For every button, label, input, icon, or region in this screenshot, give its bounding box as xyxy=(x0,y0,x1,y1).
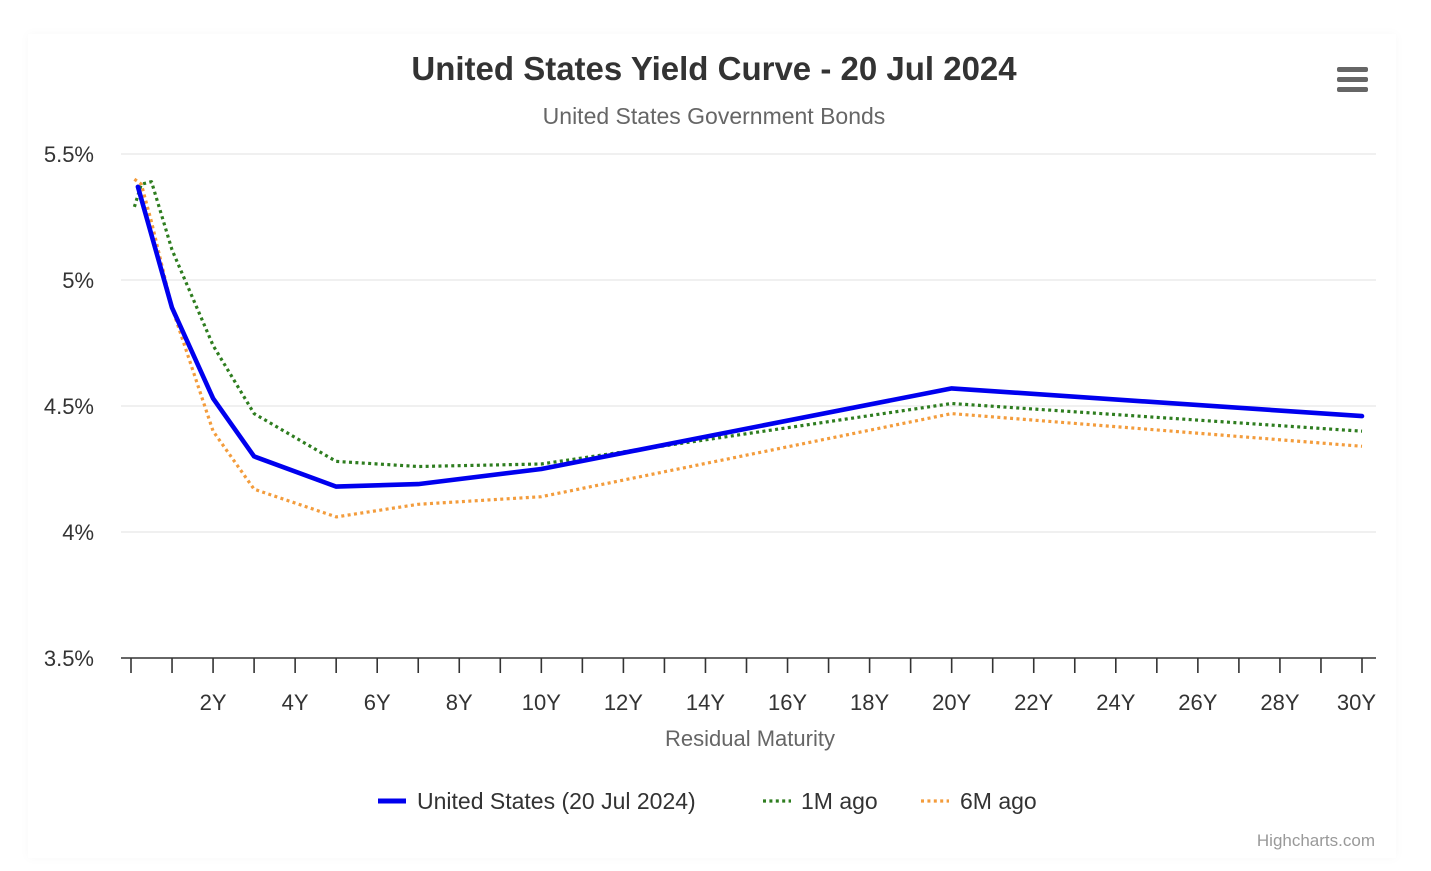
x-tick-label: 28Y xyxy=(1260,690,1299,715)
x-tick-label: 4Y xyxy=(282,690,309,715)
legend-item-1[interactable]: 1M ago xyxy=(763,788,878,814)
x-tick-label: 2Y xyxy=(200,690,227,715)
y-tick-label: 3.5% xyxy=(44,646,94,671)
x-tick-label: 18Y xyxy=(850,690,889,715)
credits-link[interactable]: Highcharts.com xyxy=(1257,831,1375,850)
chart-subtitle: United States Government Bonds xyxy=(543,103,886,129)
x-tick-label: 8Y xyxy=(446,690,473,715)
grid-lines xyxy=(121,153,1376,533)
series-line-2[interactable] xyxy=(133,177,1363,519)
x-tick-label: 26Y xyxy=(1178,690,1217,715)
y-axis-labels: 3.5% 4% 4.5% 5% 5.5% xyxy=(44,142,94,671)
legend-label: 1M ago xyxy=(801,788,878,814)
legend-item-2[interactable]: 6M ago xyxy=(921,788,1037,814)
x-tick-label: 12Y xyxy=(604,690,643,715)
x-tick-label: 30Y xyxy=(1337,690,1376,715)
x-tick-label: 10Y xyxy=(522,690,561,715)
legend-label: 6M ago xyxy=(960,788,1037,814)
y-tick-label: 4% xyxy=(62,520,94,545)
y-tick-label: 4.5% xyxy=(44,394,94,419)
x-axis-title: Residual Maturity xyxy=(665,726,835,751)
chart-svg: United States Yield Curve - 20 Jul 2024 … xyxy=(44,50,1376,850)
x-tick-label: 22Y xyxy=(1014,690,1053,715)
chart-container: United States Yield Curve - 20 Jul 2024 … xyxy=(28,34,1396,858)
x-tick-label: 14Y xyxy=(686,690,725,715)
legend-item-0[interactable]: United States (20 Jul 2024) xyxy=(378,788,696,814)
x-tick-label: 24Y xyxy=(1096,690,1135,715)
chart-title: United States Yield Curve - 20 Jul 2024 xyxy=(411,50,1017,87)
series-line-0[interactable] xyxy=(135,184,1365,489)
legend: United States (20 Jul 2024) 1M ago 6M ago xyxy=(378,788,1037,814)
x-tick-label: 6Y xyxy=(364,690,391,715)
hamburger-menu-icon[interactable] xyxy=(1334,64,1370,96)
y-tick-label: 5.5% xyxy=(44,142,94,167)
x-axis: 2Y 4Y 6Y 8Y 10Y 12Y 14Y 16Y 18Y 20Y 22Y 24Y 26Y 28Y 30… xyxy=(121,657,1376,715)
legend-label: United States (20 Jul 2024) xyxy=(417,788,696,814)
y-tick-label: 5% xyxy=(62,268,94,293)
x-tick-label: 20Y xyxy=(932,690,971,715)
x-tick-label: 16Y xyxy=(768,690,807,715)
plot-series xyxy=(132,177,1365,519)
series-line-1[interactable] xyxy=(132,180,1363,469)
